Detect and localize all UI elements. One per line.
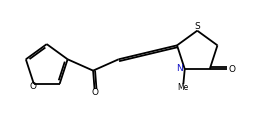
Text: Me: Me: [178, 83, 189, 92]
Text: O: O: [228, 65, 235, 74]
Text: S: S: [195, 22, 201, 31]
Text: O: O: [30, 82, 37, 91]
Text: O: O: [91, 88, 98, 97]
Text: N: N: [176, 64, 183, 73]
